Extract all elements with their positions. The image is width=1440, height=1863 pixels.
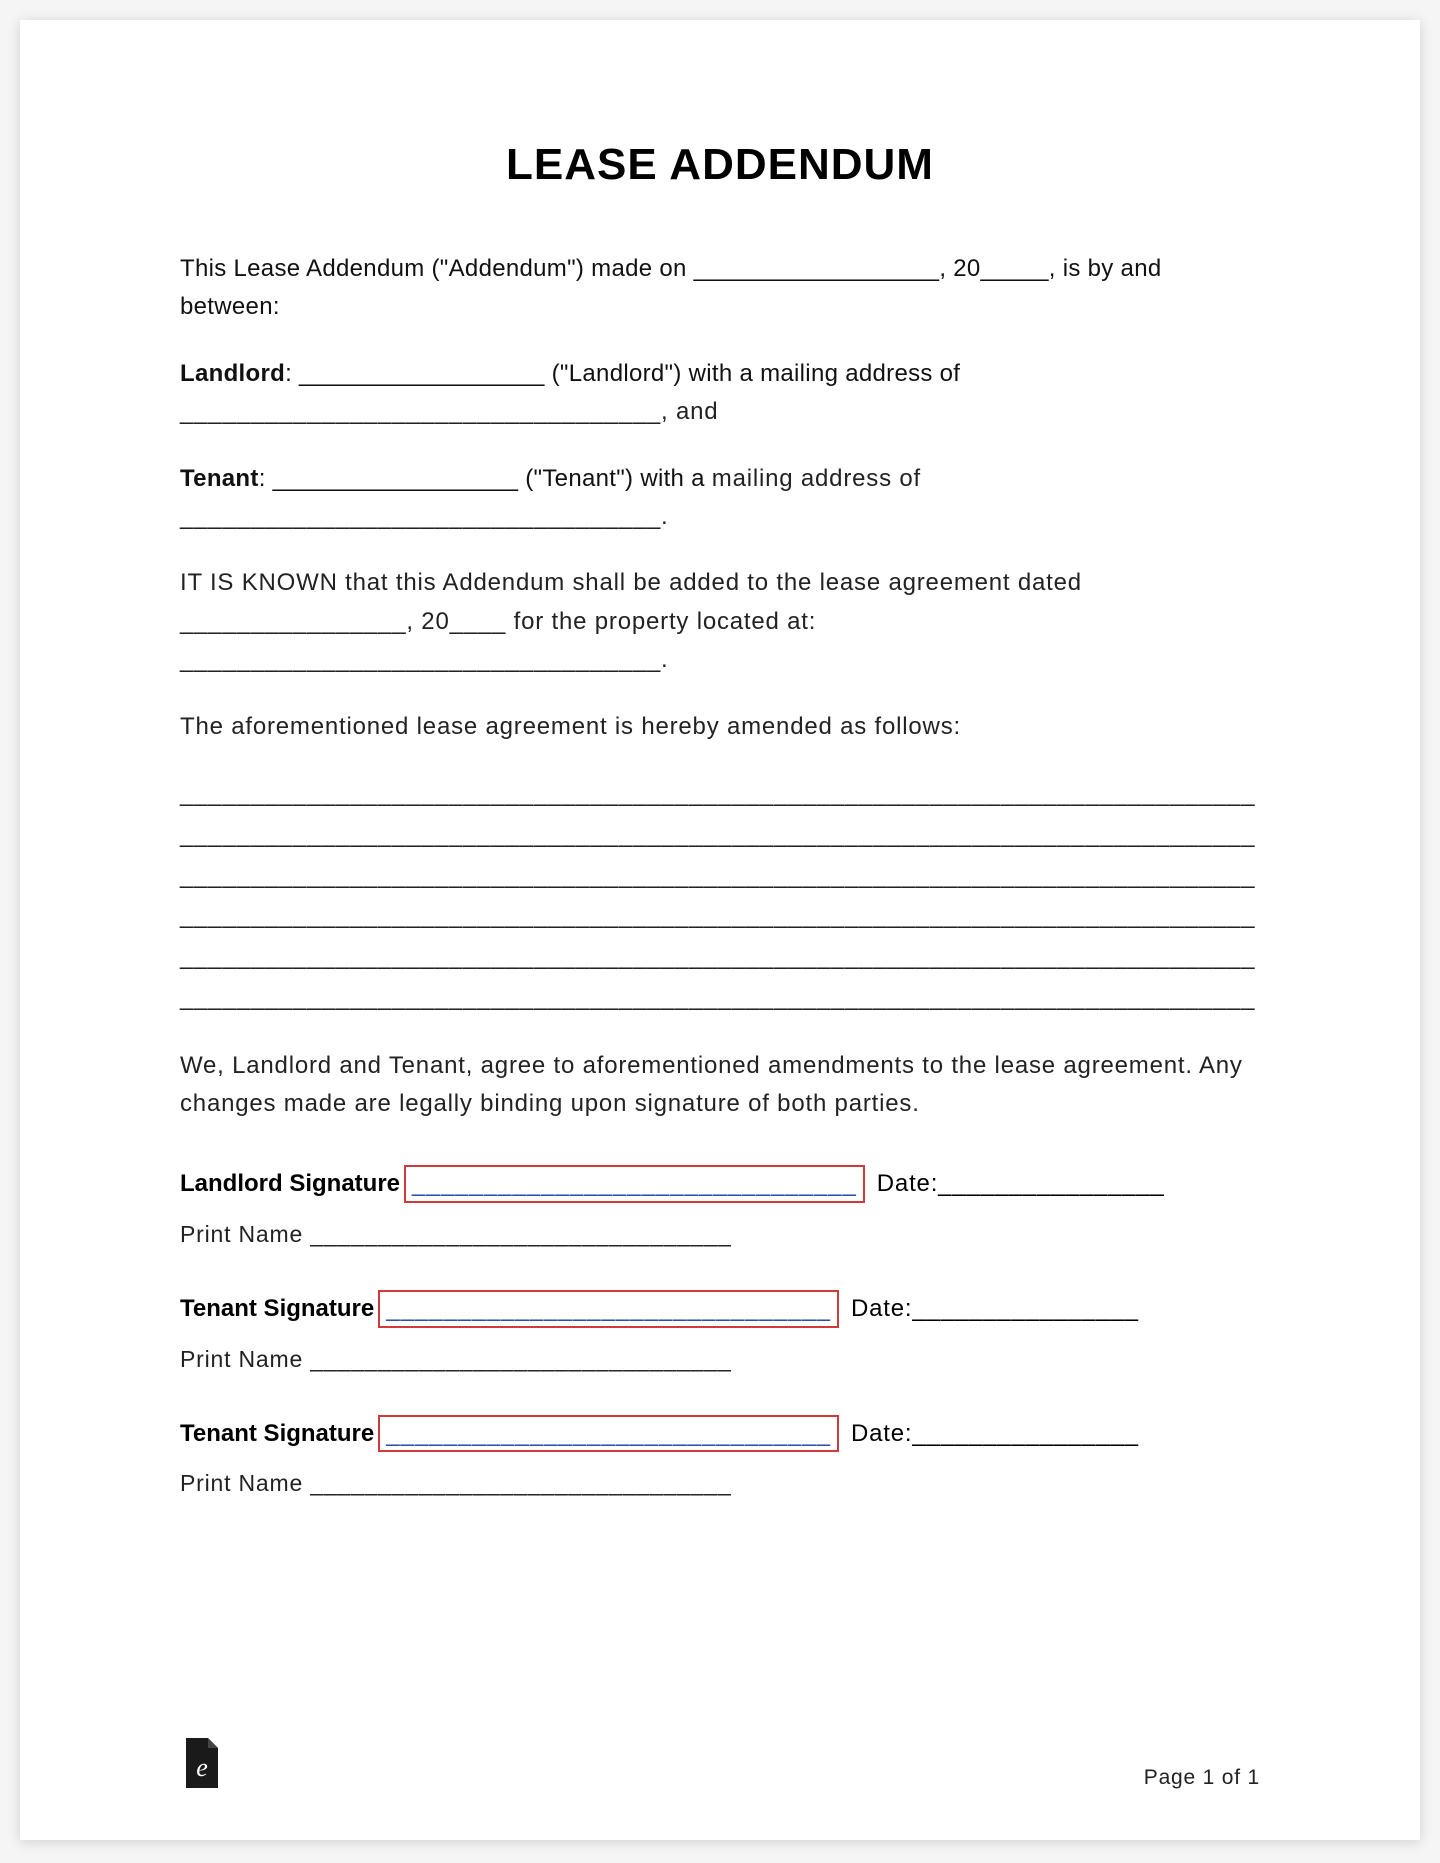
known-date-blank[interactable]: ________________ xyxy=(180,608,406,635)
tenant2-signature-field[interactable]: _______________________________ xyxy=(378,1415,839,1453)
tenant1-signature-label: Tenant Signature xyxy=(180,1295,374,1323)
known-mid: , 20 xyxy=(406,608,449,635)
landlord-date-blank[interactable]: ________________ xyxy=(938,1170,1164,1198)
known-pre: IT IS KNOWN that this Addendum shall be … xyxy=(180,569,1082,596)
tenant1-date-blank[interactable]: ________________ xyxy=(912,1295,1138,1323)
tenant-colon: : xyxy=(259,465,273,492)
page-title: LEASE ADDENDUM xyxy=(180,140,1260,190)
svg-text:e: e xyxy=(196,1753,208,1782)
page-number: Page 1 of 1 xyxy=(1144,1766,1260,1790)
tenant-paren: ("Tenant") with a xyxy=(518,465,711,492)
tenant1-print-label: Print Name xyxy=(180,1346,310,1372)
landlord-address-blank[interactable]: __________________________________ xyxy=(180,398,661,425)
landlord-signature-label: Landlord Signature xyxy=(180,1170,400,1198)
tenant2-signature-row: Tenant Signature _______________________… xyxy=(180,1415,1260,1453)
known-address-blank[interactable]: __________________________________ xyxy=(180,646,661,673)
tenant2-print-label: Print Name xyxy=(180,1470,310,1496)
landlord-signature-field[interactable]: _______________________________ xyxy=(404,1165,865,1203)
tenant2-date-label: Date: xyxy=(851,1420,912,1448)
tenant1-print-blank[interactable]: _______________________________ xyxy=(310,1346,731,1372)
tenant-address-blank[interactable]: __________________________________ xyxy=(180,503,661,530)
landlord-paren: ("Landlord") with a mailing address of xyxy=(545,360,961,387)
amended-intro: The aforementioned lease agreement is he… xyxy=(180,708,1260,746)
document-page: LEASE ADDENDUM This Lease Addendum ("Add… xyxy=(20,20,1420,1840)
tenant2-print-blank[interactable]: _______________________________ xyxy=(310,1470,731,1496)
tenant-label: Tenant xyxy=(180,465,259,492)
known-paragraph: IT IS KNOWN that this Addendum shall be … xyxy=(180,564,1260,679)
landlord-label: Landlord xyxy=(180,360,285,387)
landlord-signature-row: Landlord Signature _____________________… xyxy=(180,1165,1260,1203)
tenant-period: . xyxy=(661,503,668,530)
intro-blank-date[interactable]: __________________ xyxy=(694,255,940,282)
intro-paragraph: This Lease Addendum ("Addendum") made on… xyxy=(180,250,1260,327)
tenant2-print-row: Print Name _____________________________… xyxy=(180,1470,1260,1497)
agree-paragraph: We, Landlord and Tenant, agree to aforem… xyxy=(180,1047,1260,1124)
landlord-print-label: Print Name xyxy=(180,1221,310,1247)
landlord-and: , and xyxy=(661,398,718,425)
intro-blank-year[interactable]: _____ xyxy=(981,255,1049,282)
landlord-name-blank[interactable]: __________________ xyxy=(299,360,545,387)
eforms-logo-icon: e xyxy=(180,1736,224,1790)
tenant-paragraph: Tenant: __________________ ("Tenant") wi… xyxy=(180,460,1260,537)
landlord-paragraph: Landlord: __________________ ("Landlord"… xyxy=(180,355,1260,432)
landlord-colon: : xyxy=(285,360,299,387)
landlord-date-label: Date: xyxy=(877,1170,938,1198)
tenant1-signature-row: Tenant Signature _______________________… xyxy=(180,1290,1260,1328)
intro-pre: This Lease Addendum ("Addendum") made on xyxy=(180,255,694,282)
amendment-lines[interactable]: ________________________________________… xyxy=(180,774,1260,1019)
tenant1-date-label: Date: xyxy=(851,1295,912,1323)
page-footer: e Page 1 of 1 xyxy=(180,1736,1260,1790)
known-post: for the property located at: xyxy=(506,608,816,635)
known-year-blank[interactable]: ____ xyxy=(450,608,507,635)
tenant1-signature-field[interactable]: _______________________________ xyxy=(378,1290,839,1328)
known-period: . xyxy=(661,646,668,673)
landlord-print-blank[interactable]: _______________________________ xyxy=(310,1221,731,1247)
intro-mid: , 20 xyxy=(939,255,980,282)
tenant-name-blank[interactable]: __________________ xyxy=(273,465,519,492)
tenant-mailing: mailing address of xyxy=(712,465,921,492)
tenant2-date-blank[interactable]: ________________ xyxy=(912,1420,1138,1448)
tenant2-signature-label: Tenant Signature xyxy=(180,1420,374,1448)
tenant1-print-row: Print Name _____________________________… xyxy=(180,1346,1260,1373)
landlord-print-row: Print Name _____________________________… xyxy=(180,1221,1260,1248)
